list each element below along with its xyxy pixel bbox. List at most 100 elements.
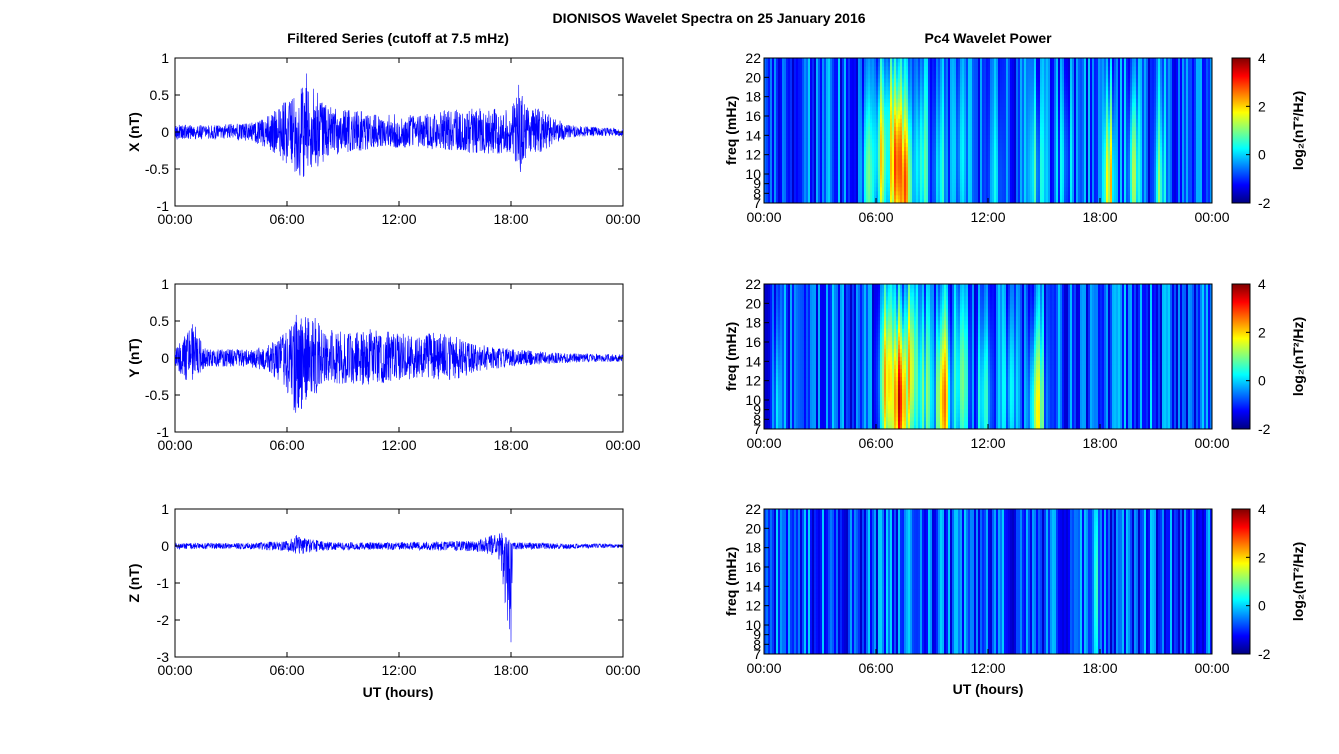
- y-tick-label: 12: [745, 598, 761, 614]
- y-tick-label: 20: [745, 69, 761, 85]
- figure-title: DIONISOS Wavelet Spectra on 25 January 2…: [552, 10, 865, 26]
- y-tick-label: 0: [161, 124, 169, 140]
- colorbar-tick-label: -2: [1258, 646, 1271, 662]
- x-tick-label: 00:00: [746, 209, 781, 225]
- y-tick-label: 1: [161, 50, 169, 66]
- y-tick-label: 18: [745, 540, 761, 556]
- y-tick-label: -0.5: [145, 387, 169, 403]
- x-tick-label: 00:00: [746, 435, 781, 451]
- series-panel-y: 00:00 06:00 12:00 18:00 00:00-1-0.500.51Y (n…: [126, 276, 641, 453]
- y-tick-label: 22: [745, 276, 761, 292]
- y-tick-label: -0.5: [145, 161, 169, 177]
- colorbar-label: log₂(nT²/Hz): [1290, 542, 1306, 621]
- colorbar: [1231, 283, 1251, 430]
- y-tick-label: 7: [753, 646, 761, 662]
- colorbar: [1231, 57, 1251, 204]
- x-tick-label: 06:00: [269, 662, 304, 678]
- y-tick-label: 16: [745, 334, 761, 350]
- spectrum-panel-x: 00:00 06:00 12:00 18:00 00:00789101214161820…: [723, 50, 1306, 225]
- y-tick-label: 16: [745, 559, 761, 575]
- y-tick-label: 20: [745, 295, 761, 311]
- x-tick-label: 00:00: [746, 660, 781, 676]
- y-tick-label: 7: [753, 195, 761, 211]
- y-tick-label: 0.5: [150, 313, 170, 329]
- series-panel-x: 00:00 06:00 12:00 18:00 00:00-1-0.500.51X (n…: [126, 50, 641, 227]
- x-tick-label: 12:00: [381, 437, 416, 453]
- y-tick-label: 16: [745, 108, 761, 124]
- plot-frame: [174, 508, 624, 658]
- y-tick-label: 0.5: [150, 87, 170, 103]
- x-tick-label: 18:00: [1082, 435, 1117, 451]
- y-tick-label: 22: [745, 50, 761, 66]
- x-tick-label: 12:00: [381, 211, 416, 227]
- y-tick-label: -3: [157, 649, 170, 665]
- x-tick-label: 12:00: [381, 662, 416, 678]
- y-tick-label: 14: [745, 353, 761, 369]
- y-axis-label: freq (mHz): [723, 322, 739, 391]
- y-tick-label: 10: [745, 166, 761, 182]
- x-tick-label: 00:00: [157, 211, 192, 227]
- heatmap-cells: [764, 284, 1212, 429]
- y-tick-label: 9: [753, 627, 761, 643]
- x-tick-label: 06:00: [858, 435, 893, 451]
- colorbar-tick-label: 0: [1258, 598, 1266, 614]
- colorbar-tick-label: 4: [1258, 501, 1266, 517]
- colorbar-tick-label: -2: [1258, 195, 1271, 211]
- y-tick-label: 0: [161, 350, 169, 366]
- y-tick-label: 10: [745, 392, 761, 408]
- y-tick-label: 9: [753, 402, 761, 418]
- x-tick-label: 00:00: [605, 437, 640, 453]
- x-tick-label: 00:00: [157, 437, 192, 453]
- y-tick-label: 9: [753, 176, 761, 192]
- x-tick-label: 12:00: [970, 435, 1005, 451]
- y-axis-label: freq (mHz): [723, 96, 739, 165]
- y-axis-label: freq (mHz): [723, 547, 739, 616]
- y-tick-label: 12: [745, 373, 761, 389]
- x-tick-label: 06:00: [858, 209, 893, 225]
- colorbar-tick-label: 4: [1258, 50, 1266, 66]
- heatmap-cells: [764, 509, 1212, 654]
- left-x-axis-label: UT (hours): [363, 684, 434, 700]
- x-tick-label: 00:00: [605, 211, 640, 227]
- colorbar-tick-label: 2: [1258, 324, 1266, 340]
- y-tick-label: 7: [753, 421, 761, 437]
- y-tick-label: 8: [753, 636, 761, 652]
- colorbar-tick-label: 2: [1258, 98, 1266, 114]
- y-axis-label: Z (nT): [126, 564, 142, 603]
- y-tick-label: 14: [745, 578, 761, 594]
- x-tick-label: 00:00: [605, 662, 640, 678]
- y-tick-label: 22: [745, 501, 761, 517]
- y-tick-label: 8: [753, 411, 761, 427]
- x-tick-label: 18:00: [493, 662, 528, 678]
- x-tick-label: 18:00: [1082, 209, 1117, 225]
- left-column-title: Filtered Series (cutoff at 7.5 mHz): [287, 30, 509, 46]
- y-tick-label: 8: [753, 185, 761, 201]
- x-tick-label: 06:00: [858, 660, 893, 676]
- x-tick-label: 18:00: [1082, 660, 1117, 676]
- series-trace-x: [175, 73, 623, 177]
- y-tick-label: 10: [745, 617, 761, 633]
- colorbar-tick-label: 0: [1258, 147, 1266, 163]
- y-tick-label: -1: [157, 575, 170, 591]
- colorbar-tick-label: -2: [1258, 421, 1271, 437]
- x-tick-label: 00:00: [1194, 660, 1229, 676]
- x-tick-label: 06:00: [269, 437, 304, 453]
- x-tick-label: 00:00: [1194, 209, 1229, 225]
- colorbar-label: log₂(nT²/Hz): [1290, 91, 1306, 170]
- y-tick-label: 18: [745, 315, 761, 331]
- colorbar-label: log₂(nT²/Hz): [1290, 317, 1306, 396]
- right-x-axis-label: UT (hours): [953, 681, 1024, 697]
- y-tick-label: 18: [745, 89, 761, 105]
- y-tick-label: -1: [157, 424, 170, 440]
- series-trace-y: [175, 314, 623, 413]
- colorbar-tick-label: 2: [1258, 549, 1266, 565]
- x-tick-label: 00:00: [1194, 435, 1229, 451]
- right-column-title: Pc4 Wavelet Power: [924, 30, 1052, 46]
- y-tick-label: 0: [161, 538, 169, 554]
- y-tick-label: -2: [157, 612, 170, 628]
- y-tick-label: 20: [745, 520, 761, 536]
- spectrum-panel-y: 00:00 06:00 12:00 18:00 00:00789101214161820…: [723, 276, 1306, 451]
- y-axis-label: X (nT): [126, 112, 142, 152]
